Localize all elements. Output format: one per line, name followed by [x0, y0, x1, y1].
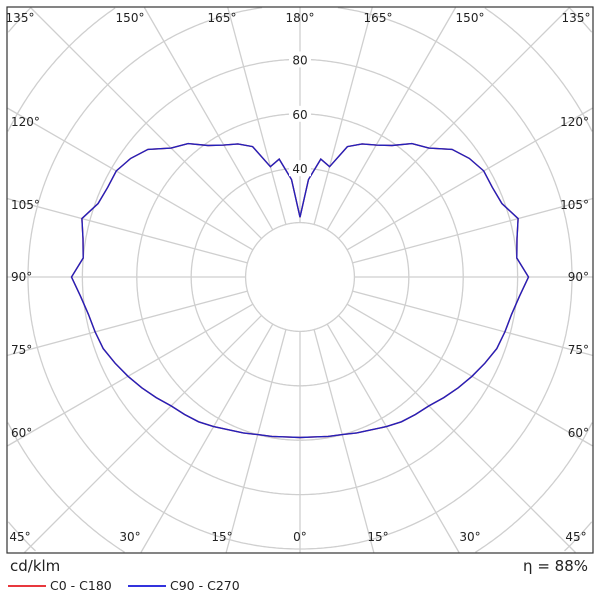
angle-label: 75°	[568, 343, 589, 357]
angle-label: 135°	[6, 11, 35, 25]
angle-label: 120°	[560, 115, 589, 129]
angle-label: 120°	[11, 115, 40, 129]
plot-frame	[6, 6, 594, 554]
angle-label: 30°	[119, 530, 140, 544]
polar-grid	[7, 6, 593, 553]
angle-label: 150°	[456, 11, 485, 25]
axis-labels: 40 60 80 135° 150° 165° 180° 165° 150° 135° 45° 30°…	[6, 11, 591, 544]
grid-spoke	[346, 107, 593, 251]
curves	[70, 142, 530, 439]
angle-label: 75°	[11, 343, 32, 357]
grid-circle	[27, 6, 573, 550]
angle-label: 90°	[11, 270, 32, 284]
grid-circle	[7, 422, 125, 553]
radial-tick-label: 80	[292, 53, 307, 67]
angle-label: 150°	[116, 11, 145, 25]
tick-label-bg	[289, 160, 311, 177]
grid-circle	[7, 7, 116, 132]
grid-circle	[244, 221, 356, 333]
angle-label: 60°	[11, 426, 32, 440]
angle-label: 30°	[459, 530, 480, 544]
grid-spoke	[140, 323, 274, 553]
radial-tick-label: 40	[292, 162, 307, 176]
angle-label: 105°	[560, 198, 589, 212]
grid-spoke	[30, 7, 262, 239]
grid-spoke	[24, 315, 262, 553]
angle-label: 15°	[211, 530, 232, 544]
grid-circle	[7, 7, 32, 33]
grid-spoke	[338, 315, 576, 553]
unit-label: cd/klm	[10, 557, 61, 575]
grid-spoke	[7, 290, 248, 357]
efficiency-label: η = 88%	[523, 557, 588, 575]
grid-spoke	[227, 7, 287, 225]
angle-label: 45°	[565, 530, 586, 544]
grid-spoke	[346, 303, 593, 447]
grid-circle	[337, 6, 573, 277]
legend-item-c90: C90 - C270	[128, 578, 240, 593]
grid-spoke	[338, 7, 570, 239]
legend-label: C0 - C180	[50, 578, 112, 593]
tick-label-bg	[289, 105, 311, 122]
angle-label: 45°	[9, 530, 30, 544]
angle-label: 60°	[568, 426, 589, 440]
angle-label: 15°	[367, 530, 388, 544]
grid-spoke	[326, 7, 457, 231]
angle-label: 105°	[11, 198, 40, 212]
grid-circle	[475, 422, 593, 553]
grid-spoke	[143, 7, 274, 231]
grid-spoke	[313, 7, 373, 225]
legend-label: C90 - C270	[170, 578, 240, 593]
angle-label: 135°	[562, 11, 591, 25]
grid-spoke	[7, 197, 248, 264]
legend-swatch-red	[8, 584, 46, 587]
grid-spoke	[225, 329, 287, 553]
grid-spoke	[352, 197, 593, 264]
legend-swatch-blue	[128, 584, 166, 587]
grid-spoke	[326, 323, 460, 553]
angle-label: 165°	[364, 11, 393, 25]
radial-tick-label: 60	[292, 108, 307, 122]
legend-item-c0: C0 - C180	[8, 578, 112, 593]
grid-spoke	[7, 107, 254, 251]
grid-circle	[568, 7, 593, 33]
angle-label: 180°	[286, 11, 315, 25]
grid-spoke	[352, 290, 593, 357]
series-curve-c90-c270	[70, 142, 530, 439]
grid-spoke	[313, 329, 375, 553]
angle-label: 90°	[568, 270, 589, 284]
tick-label-bg	[289, 51, 311, 68]
grid-circle	[484, 7, 593, 132]
grid-spoke	[7, 303, 254, 447]
angle-label: 0°	[293, 530, 307, 544]
angle-label: 165°	[208, 11, 237, 25]
